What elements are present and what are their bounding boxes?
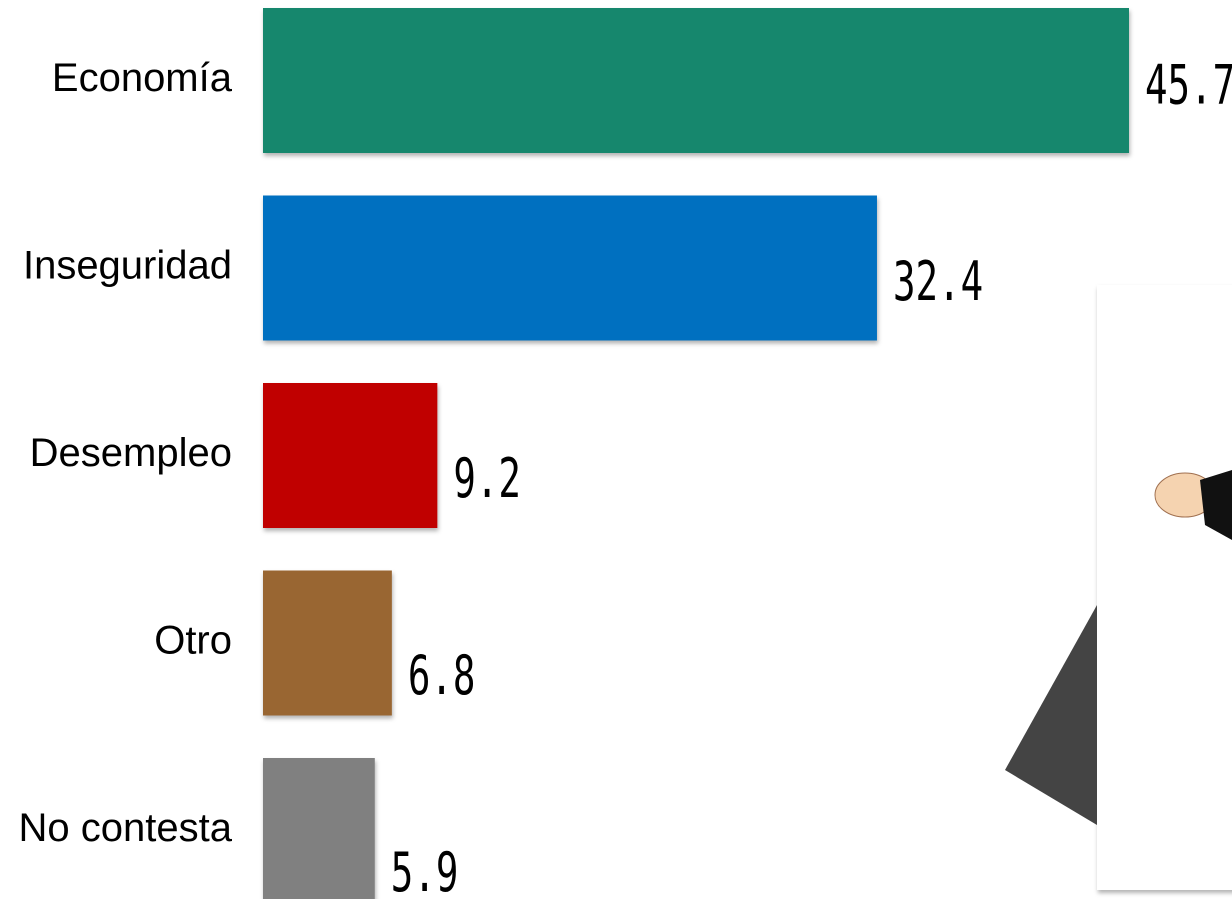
bar — [263, 8, 1129, 153]
value-label: 5.9 — [391, 842, 459, 899]
picture-shape — [1005, 605, 1097, 825]
bars: Economía 45.7 Inseguridad 32.4 Desempleo 9.2 O… — [19, 8, 1232, 899]
value-label: 32.4 — [893, 251, 983, 314]
value-label: 45.7 — [1145, 54, 1232, 117]
picture-frame — [1097, 285, 1232, 890]
decoration — [1005, 285, 1232, 890]
bar — [263, 195, 877, 341]
category-label: Economía — [52, 56, 233, 100]
category-label: Desempleo — [30, 431, 232, 475]
bar — [263, 383, 438, 528]
bar — [263, 570, 392, 716]
picture-sleeve — [1200, 470, 1232, 540]
category-label: No contesta — [19, 806, 233, 850]
value-label: 6.8 — [408, 645, 476, 708]
value-label: 9.2 — [453, 448, 521, 511]
bar — [263, 758, 375, 899]
category-label: Otro — [154, 619, 232, 663]
category-label: Inseguridad — [23, 244, 232, 288]
